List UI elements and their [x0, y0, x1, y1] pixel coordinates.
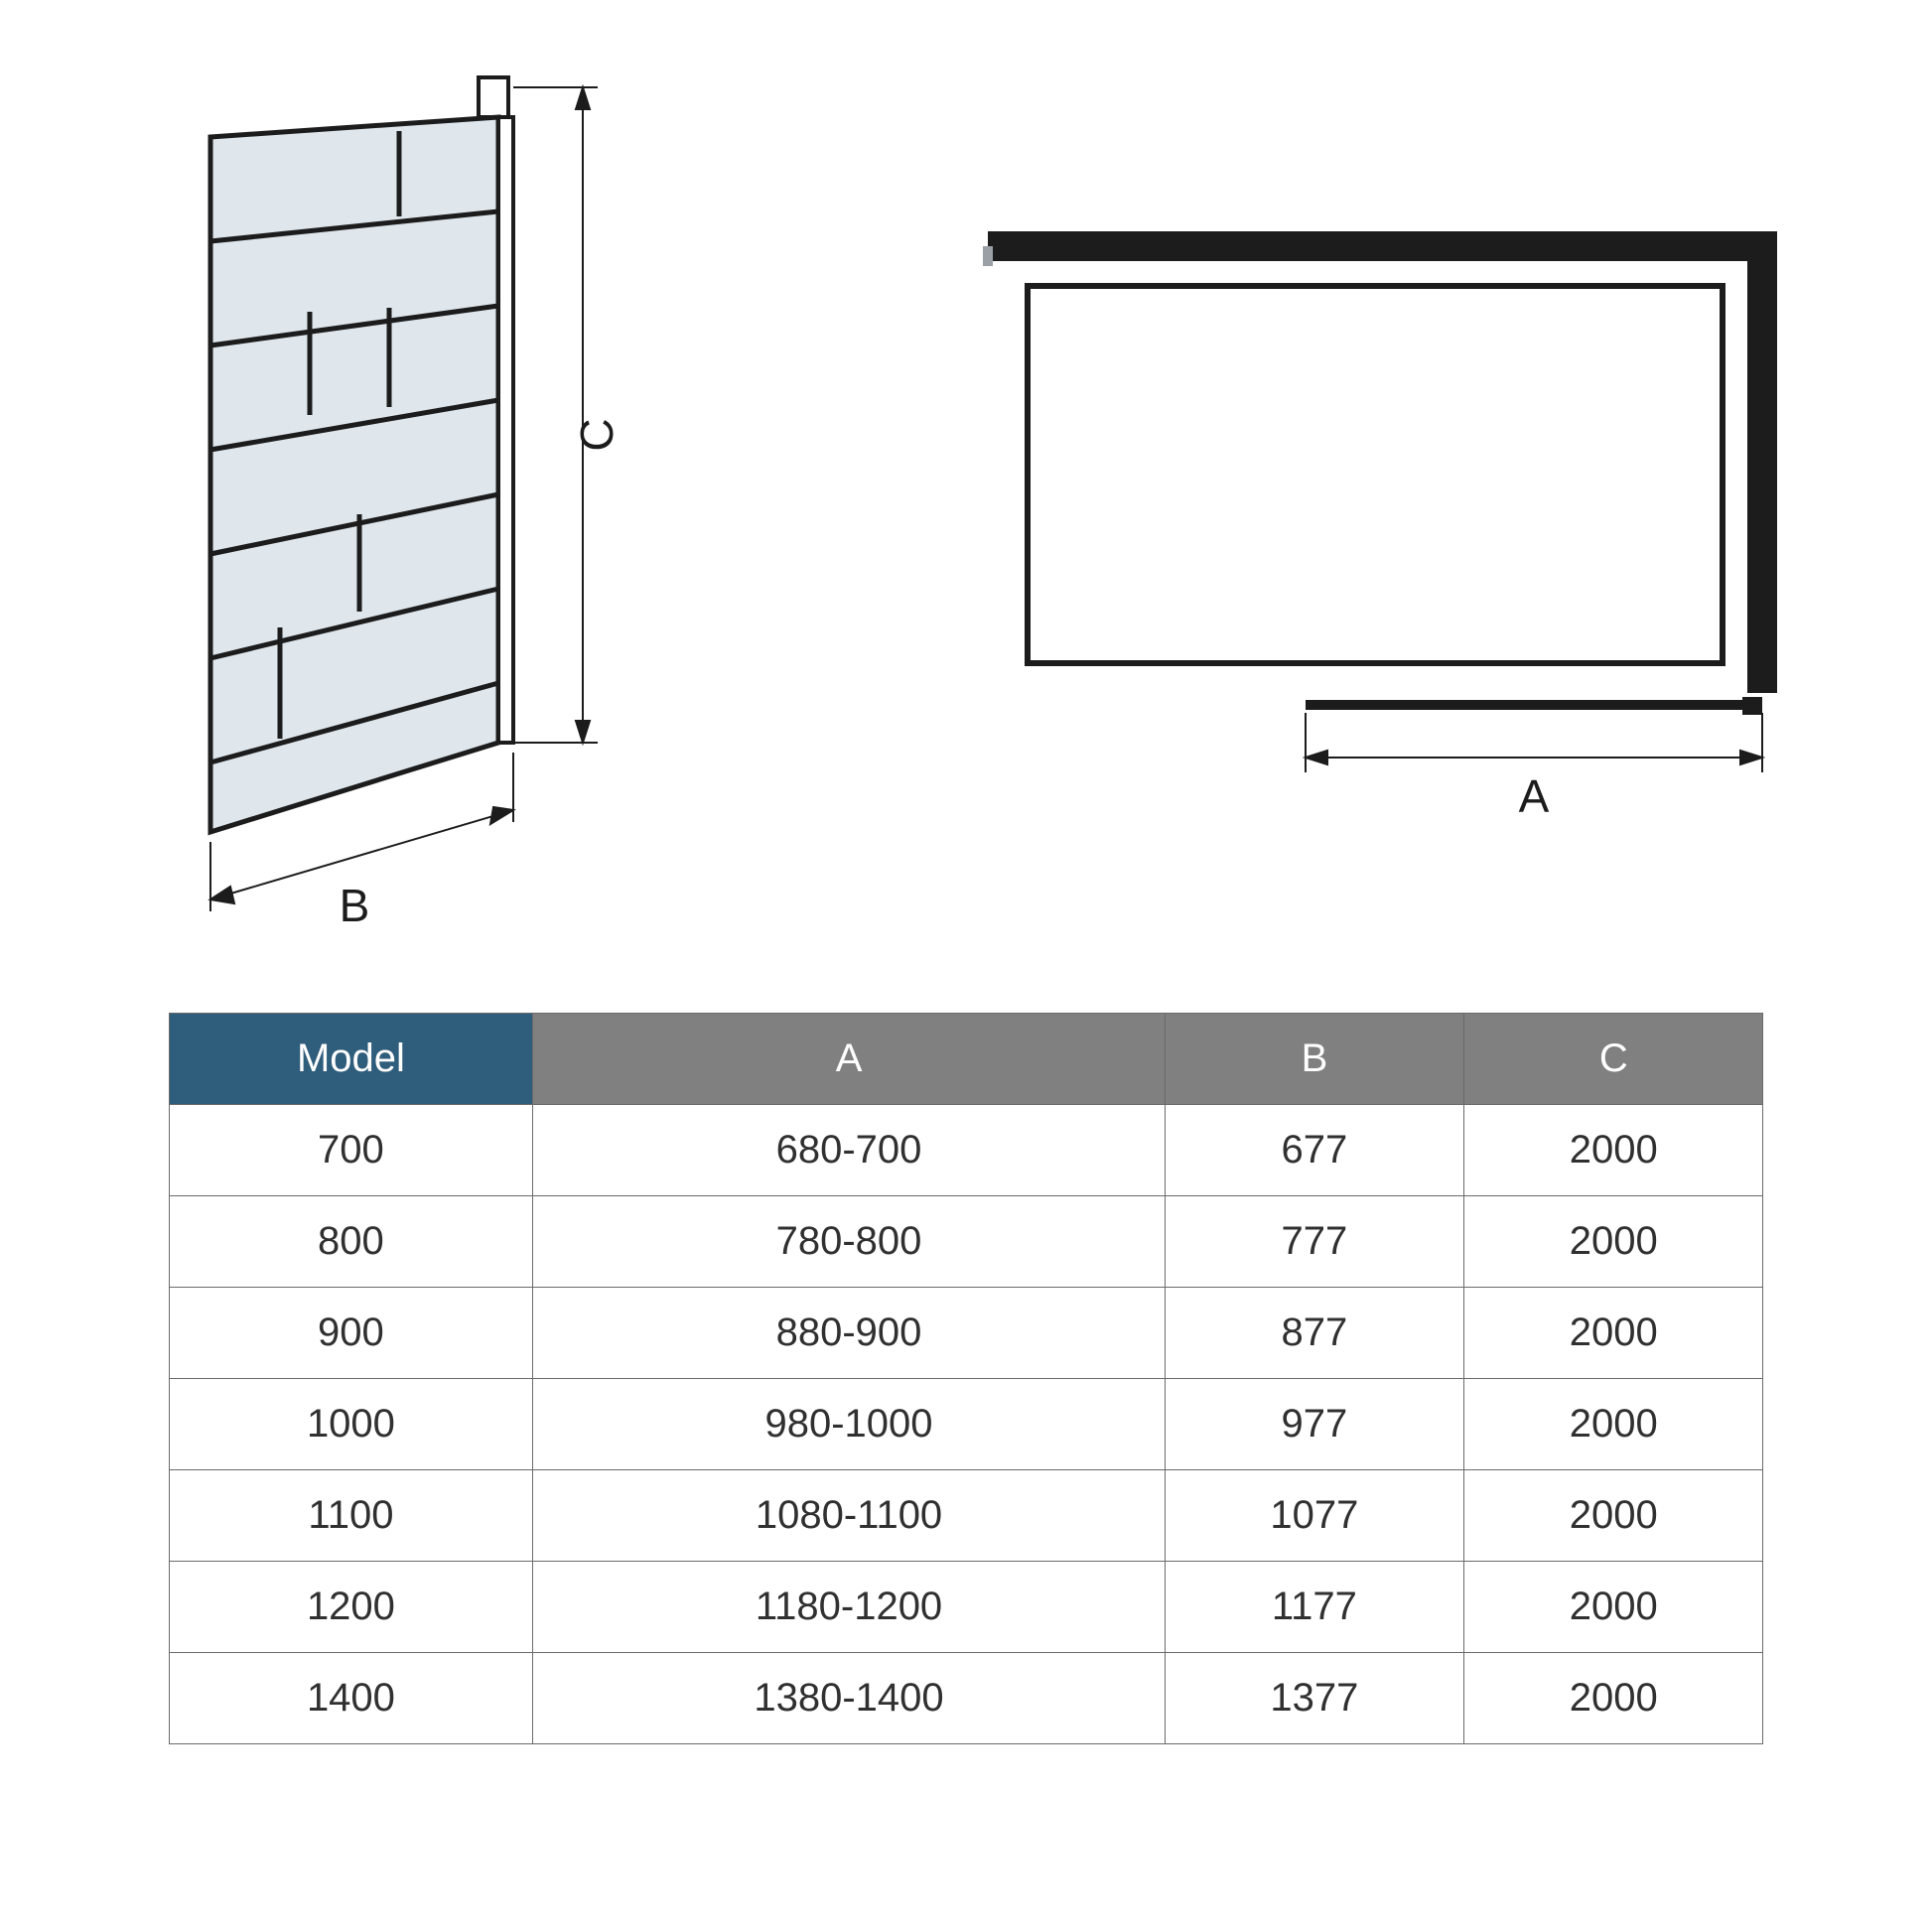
cell-b: 777	[1165, 1196, 1463, 1288]
cell-a: 1180-1200	[533, 1562, 1165, 1653]
cell-a: 880-900	[533, 1288, 1165, 1379]
panel-isometric-diagram: C B	[131, 58, 806, 956]
cell-c: 2000	[1464, 1379, 1763, 1470]
cell-c: 2000	[1464, 1105, 1763, 1196]
table-row: 12001180-120011772000	[169, 1562, 1763, 1653]
col-header-b: B	[1165, 1014, 1463, 1105]
plan-svg: A	[948, 157, 1802, 852]
col-header-model: Model	[169, 1014, 533, 1105]
spec-table: Model A B C 700680-7006772000800780-8007…	[169, 1013, 1764, 1744]
table-row: 700680-7006772000	[169, 1105, 1763, 1196]
cell-b: 1377	[1165, 1653, 1463, 1744]
cell-c: 2000	[1464, 1470, 1763, 1562]
table-header-row: Model A B C	[169, 1014, 1763, 1105]
dim-label-c: C	[571, 418, 622, 451]
cell-b: 977	[1165, 1379, 1463, 1470]
cell-model: 1100	[169, 1470, 533, 1562]
col-header-c: C	[1464, 1014, 1763, 1105]
cell-c: 2000	[1464, 1288, 1763, 1379]
cell-b: 877	[1165, 1288, 1463, 1379]
cell-a: 780-800	[533, 1196, 1165, 1288]
diagram-row: C B	[60, 60, 1872, 953]
cell-a: 1380-1400	[533, 1653, 1165, 1744]
cell-c: 2000	[1464, 1196, 1763, 1288]
table-row: 14001380-140013772000	[169, 1653, 1763, 1744]
col-header-a: A	[533, 1014, 1165, 1105]
cell-model: 800	[169, 1196, 533, 1288]
cell-c: 2000	[1464, 1562, 1763, 1653]
cell-c: 2000	[1464, 1653, 1763, 1744]
cell-model: 1000	[169, 1379, 533, 1470]
table-row: 800780-8007772000	[169, 1196, 1763, 1288]
dim-label-a: A	[1518, 770, 1549, 822]
table-row: 1000980-10009772000	[169, 1379, 1763, 1470]
table-row: 900880-9008772000	[169, 1288, 1763, 1379]
dim-label-b: B	[339, 880, 369, 931]
cell-b: 1077	[1165, 1470, 1463, 1562]
cell-a: 980-1000	[533, 1379, 1165, 1470]
cell-a: 1080-1100	[533, 1470, 1165, 1562]
cell-model: 900	[169, 1288, 533, 1379]
table-row: 11001080-110010772000	[169, 1470, 1763, 1562]
cell-model: 1200	[169, 1562, 533, 1653]
cell-model: 700	[169, 1105, 533, 1196]
cell-model: 1400	[169, 1653, 533, 1744]
cell-a: 680-700	[533, 1105, 1165, 1196]
panel-svg: C B	[131, 58, 806, 951]
cell-b: 677	[1165, 1105, 1463, 1196]
plan-view-diagram: A	[948, 157, 1802, 857]
cell-b: 1177	[1165, 1562, 1463, 1653]
